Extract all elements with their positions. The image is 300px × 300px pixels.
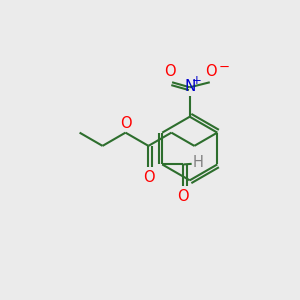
Text: O: O bbox=[164, 64, 176, 79]
Text: O: O bbox=[142, 170, 154, 185]
Text: H: H bbox=[192, 155, 203, 170]
Text: O: O bbox=[205, 64, 217, 79]
Text: N: N bbox=[184, 79, 195, 94]
Text: O: O bbox=[120, 116, 131, 131]
Text: −: − bbox=[219, 60, 230, 74]
Text: +: + bbox=[191, 74, 201, 87]
Text: O: O bbox=[178, 189, 189, 204]
